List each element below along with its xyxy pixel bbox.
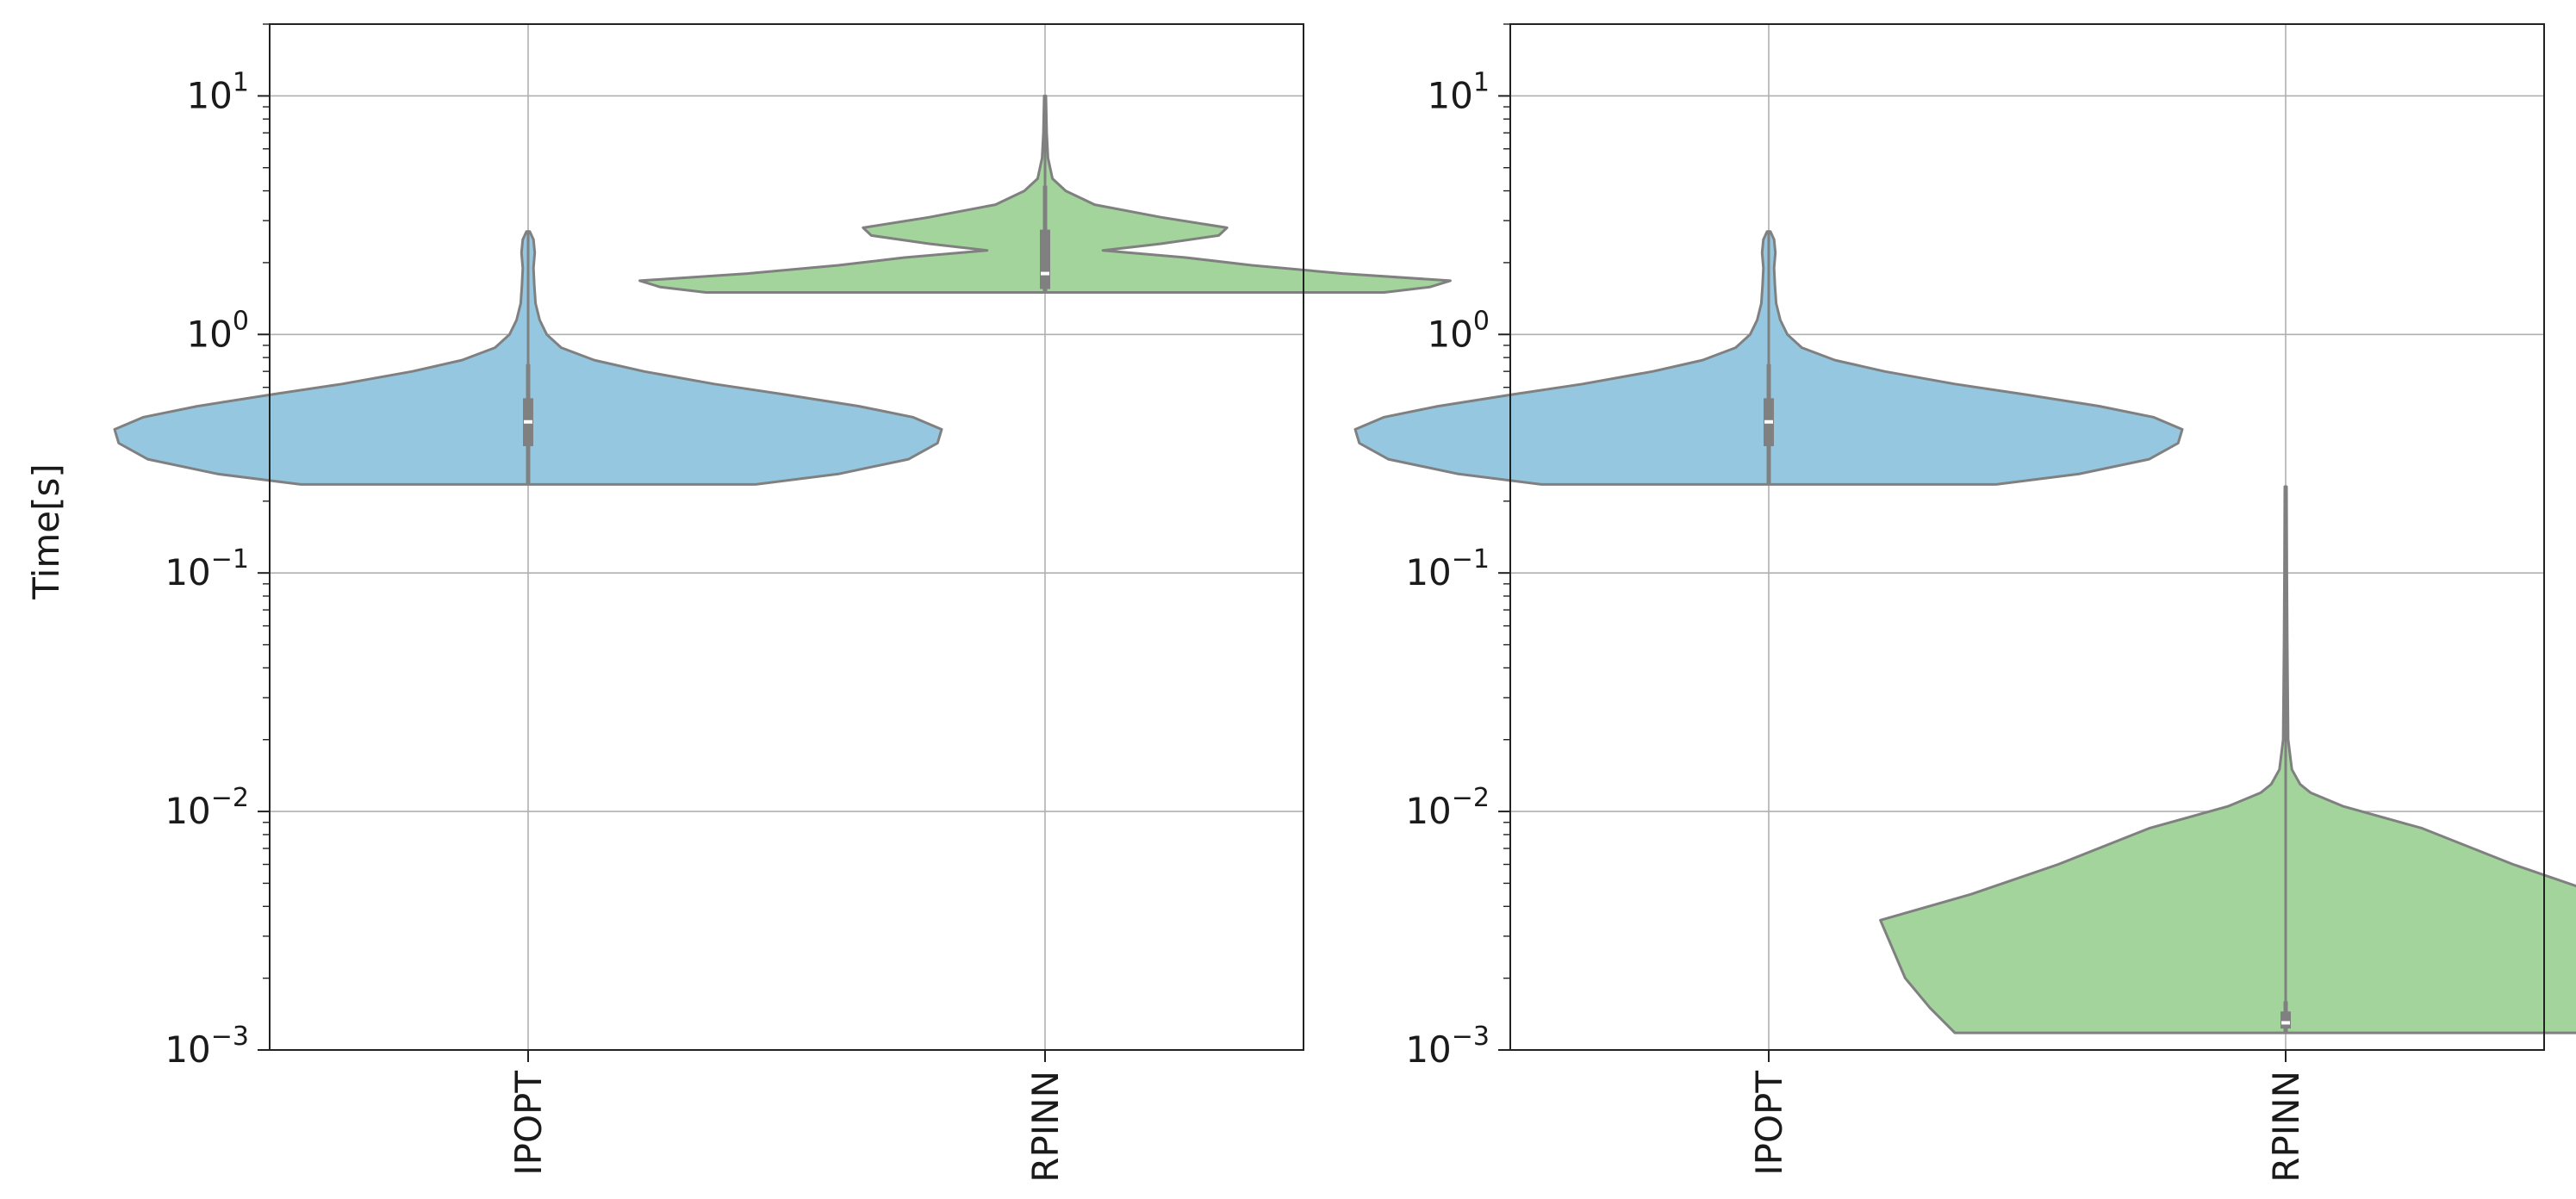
y-tick-label: 101 — [1427, 67, 1490, 116]
violin-iqr-box — [2280, 1011, 2291, 1029]
violin-body — [1879, 485, 2576, 1034]
y-minor-ticks — [263, 23, 270, 979]
y-minor-ticks — [1503, 23, 1510, 979]
violin-rpinn — [638, 94, 1452, 294]
y-tick-label: 101 — [186, 67, 249, 116]
y-tick-label: 10−1 — [165, 544, 249, 593]
violin-median — [524, 419, 532, 424]
x-tick-label: RPINN — [2265, 1071, 2307, 1183]
left-violin-panel: 10−3 10−2 10−1 100 101 IPOPT RPINN — [113, 23, 1452, 1183]
y-tick-label: 10−2 — [1405, 783, 1490, 832]
violin-rpinn — [1879, 485, 2576, 1034]
violin-iqr-box — [1040, 229, 1050, 289]
axes-frame — [1509, 23, 2545, 1051]
y-tick-label: 10−2 — [165, 783, 249, 832]
y-tick-label: 10−1 — [1405, 544, 1490, 593]
axes-frame — [269, 23, 1304, 1051]
x-tick-label: IPOPT — [1748, 1071, 1790, 1176]
violin-ipopt — [113, 230, 943, 486]
y-tick-label: 10−3 — [1405, 1022, 1490, 1071]
x-tick-label: RPINN — [1024, 1071, 1067, 1183]
y-axis-label: Time[s] — [25, 463, 67, 600]
violin-ipopt — [1353, 230, 2184, 486]
x-tick-label: IPOPT — [507, 1071, 550, 1176]
y-tick-label: 100 — [186, 306, 249, 355]
y-tick-label: 10−3 — [165, 1022, 249, 1071]
right-violin-panel: 10−3 10−2 10−1 100 101 IPOPT RPINN — [1353, 23, 2576, 1183]
y-tick-label: 100 — [1427, 306, 1490, 355]
violin-median — [1041, 271, 1049, 276]
violin-median — [1764, 419, 1773, 424]
violin-median — [2281, 1021, 2290, 1025]
grid — [270, 24, 1304, 1051]
